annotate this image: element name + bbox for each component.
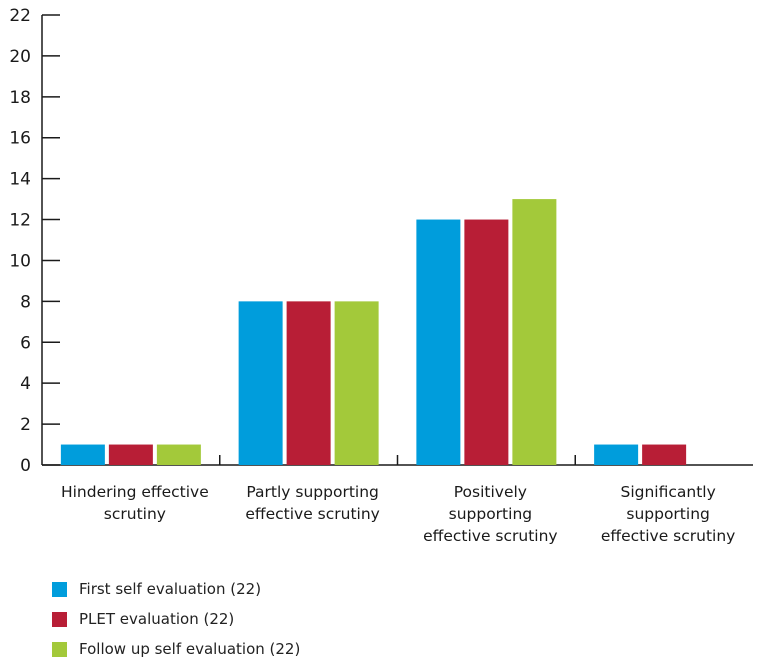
y-tick-label: 10 <box>9 251 31 271</box>
x-tick-label: Significantly <box>620 483 715 501</box>
bar <box>464 219 509 465</box>
legend-swatch <box>52 581 67 597</box>
y-tick-label: 2 <box>20 415 31 435</box>
legend-label: PLET evaluation (22) <box>79 610 235 628</box>
legend-swatch <box>52 611 67 627</box>
bar <box>642 444 687 465</box>
bars <box>60 199 687 465</box>
y-tick-label: 14 <box>9 170 31 190</box>
bar <box>594 444 639 465</box>
legend-label: Follow up self evaluation (22) <box>79 640 301 658</box>
y-tick-label: 16 <box>9 129 31 149</box>
bar <box>286 301 331 465</box>
x-tick-label: scrutiny <box>104 505 166 523</box>
bar <box>238 301 283 465</box>
y-tick-label: 4 <box>20 374 31 394</box>
x-tick-label: Partly supporting <box>246 483 378 501</box>
y-tick-label: 0 <box>20 456 31 476</box>
x-tick-label: effective scrutiny <box>423 527 557 545</box>
bar <box>108 444 153 465</box>
bar <box>156 444 201 465</box>
y-tick-label: 6 <box>20 333 31 353</box>
y-tick-label: 8 <box>20 292 31 312</box>
legend-swatch <box>52 641 67 657</box>
bar <box>60 444 105 465</box>
legend-label: First self evaluation (22) <box>79 580 262 598</box>
y-tick-label: 22 <box>9 6 31 26</box>
x-tick-label: Hindering effective <box>61 483 209 501</box>
legend-item-first-self-evaluation: First self evaluation (22) <box>52 574 300 604</box>
bar-chart: 0 2 4 6 8 10 12 14 16 18 20 22 Hindering effective s… <box>9 6 753 545</box>
x-tick-label: supporting <box>626 505 709 523</box>
bar <box>334 301 379 465</box>
bar <box>512 199 557 465</box>
x-tick-label: effective scrutiny <box>245 505 379 523</box>
y-tick-label: 18 <box>9 88 31 108</box>
legend-item-plet-evaluation: PLET evaluation (22) <box>52 604 300 634</box>
x-tick-label: effective scrutiny <box>601 527 735 545</box>
x-tick-label: supporting <box>449 505 532 523</box>
bar <box>416 219 461 465</box>
legend: First self evaluation (22) PLET evaluati… <box>52 574 300 664</box>
legend-item-follow-up-self-evaluation: Follow up self evaluation (22) <box>52 634 300 664</box>
y-axis: 0 2 4 6 8 10 12 14 16 18 20 22 <box>9 6 60 476</box>
y-tick-label: 12 <box>9 211 31 231</box>
category-labels: Hindering effective scrutiny Partly suppor… <box>61 483 735 545</box>
y-tick-label: 20 <box>9 47 31 67</box>
x-tick-label: Positively <box>454 483 527 501</box>
